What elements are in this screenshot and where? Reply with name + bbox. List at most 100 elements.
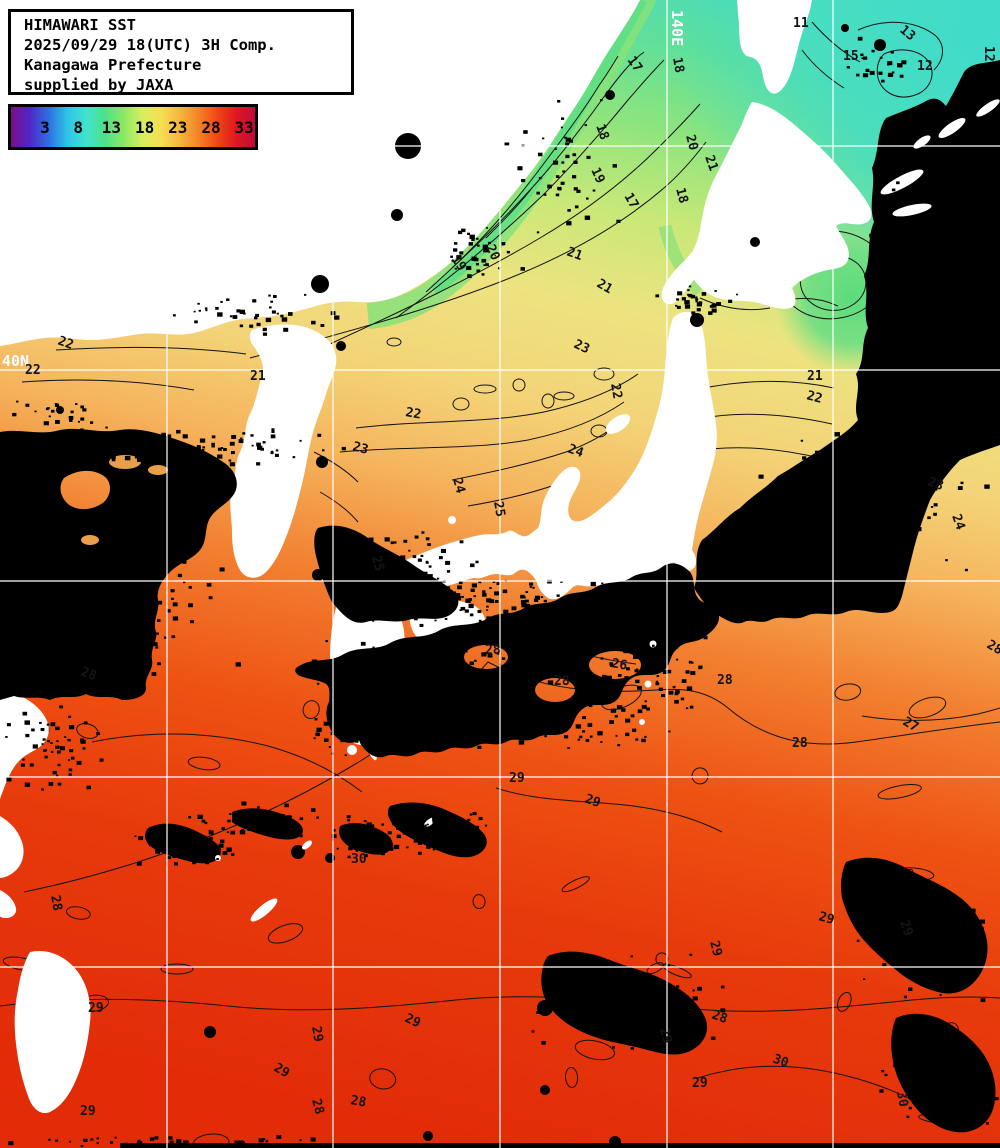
contour-label: 29: [80, 1104, 96, 1119]
cloud-amami: [387, 802, 487, 858]
land-honshu: [356, 311, 717, 602]
contour-label: 28: [554, 674, 570, 689]
cloud-bottom-strip: [120, 1143, 1000, 1148]
contour-label: 22: [404, 405, 422, 422]
credit-line: supplied by JAXA: [24, 76, 174, 94]
cloud-southeast-2: [891, 1013, 996, 1133]
contour-label: 22: [805, 388, 824, 407]
datetime-line: 2025/09/29 18(UTC) 3H Comp.: [24, 36, 276, 54]
product-title: HIMAWARI SST: [24, 16, 136, 34]
contour-label: 21: [250, 369, 266, 384]
contour-label: 15: [843, 49, 859, 64]
kuril-islands: [913, 135, 931, 149]
contour-label: 22: [25, 363, 41, 378]
meridian-label: 140E: [668, 10, 686, 46]
nemuro-peninsula: [892, 203, 932, 217]
cloud-south-of-honshu: [295, 563, 720, 758]
land-china-coast: [0, 890, 17, 918]
region-line: Kanagawa Prefecture: [24, 56, 202, 74]
contour-label: 23: [351, 439, 370, 458]
contour-label: 28: [717, 673, 733, 688]
contour-label: 22: [607, 382, 624, 400]
contour-label: 28: [349, 1093, 367, 1111]
kuril-islands: [938, 117, 966, 139]
parallel-label: 40N: [2, 352, 29, 370]
contour-label: 22: [56, 334, 76, 353]
contour-label: 23: [926, 475, 946, 494]
kuril-islands: [976, 99, 1000, 117]
land-taiwan: [14, 950, 91, 1114]
colorbar-tick: 8: [73, 118, 83, 137]
islands-over-cloud: [215, 99, 1000, 922]
contour-label: 21: [565, 245, 585, 265]
island-okinawa: [250, 898, 278, 922]
contour-label: 29: [88, 1001, 104, 1016]
contour-label: 28: [792, 736, 808, 751]
contour-label: 18: [672, 186, 691, 205]
colorbar-tick: 18: [134, 118, 155, 137]
cloud-gap-patches: [81, 455, 168, 545]
land-sakhalin: [737, 0, 812, 94]
contour-label: 29: [583, 792, 603, 811]
contour-label: 17: [621, 191, 642, 212]
island-izu: [639, 719, 645, 725]
contour-label: 25: [490, 500, 507, 518]
contour-label: 24: [449, 476, 468, 495]
contour-label: 21: [594, 276, 615, 297]
contour-label: 29: [271, 1060, 292, 1081]
land-hokkaido: [661, 102, 872, 309]
cloud-south-central: [541, 951, 708, 1055]
contour-label: 19: [448, 253, 469, 274]
land-korea: [230, 324, 337, 578]
contour-label: 29: [706, 939, 725, 958]
contour-label: 18: [669, 56, 687, 74]
contour-label: 18: [592, 122, 612, 142]
contour-label: 12: [917, 59, 933, 74]
colorbar-tick: 13: [101, 118, 122, 137]
contour-label: 11: [793, 16, 809, 31]
contour-label: 24: [566, 442, 586, 462]
contour-label: 26: [610, 656, 628, 674]
contour-label: 21: [807, 369, 823, 384]
title-box: HIMAWARI SST 2025/09/29 18(UTC) 3H Comp.…: [8, 9, 354, 95]
colorbar-tick: 3: [40, 118, 50, 137]
island-oki: [448, 516, 456, 524]
colorbar-tick: 28: [201, 118, 221, 137]
island-small: [302, 840, 312, 850]
contour-label: 29: [656, 1026, 675, 1045]
island-yakushima: [347, 745, 357, 755]
colorbar-tick: 23: [168, 118, 188, 137]
contour-label: 30: [893, 1090, 911, 1108]
contour-label: 29: [896, 918, 915, 938]
land-china-coast: [0, 816, 24, 878]
shiretoko-peninsula: [880, 169, 924, 195]
cloud-speckles: [5, 36, 999, 1148]
contour-label: 28: [485, 643, 501, 658]
island-izu: [649, 640, 657, 648]
land-china-coast: [0, 688, 49, 800]
contour-label: 29: [402, 1011, 423, 1031]
contour-label: 24: [948, 512, 968, 532]
contour-label: 28: [47, 894, 65, 912]
contour-label: 12: [981, 46, 996, 62]
contour-label: 29: [692, 1076, 708, 1091]
contour-label: 29: [817, 909, 836, 928]
contour-label: 29: [308, 1025, 325, 1043]
island-sado: [605, 414, 631, 434]
contour-label: 28: [308, 1097, 327, 1116]
contour-label: 25: [368, 554, 387, 573]
island-izu: [644, 680, 652, 688]
contour-label: 20: [482, 242, 502, 263]
contour-label: 17: [624, 54, 645, 75]
cloud-yellow-sea: [0, 428, 237, 700]
contour-label: 30: [351, 852, 367, 867]
contour-label: 30: [771, 1052, 791, 1072]
contour-label: 27: [900, 714, 921, 735]
contour-label: 20: [682, 133, 701, 152]
contour-label: 23: [571, 337, 592, 357]
cloud-southeast-1: [841, 857, 988, 994]
